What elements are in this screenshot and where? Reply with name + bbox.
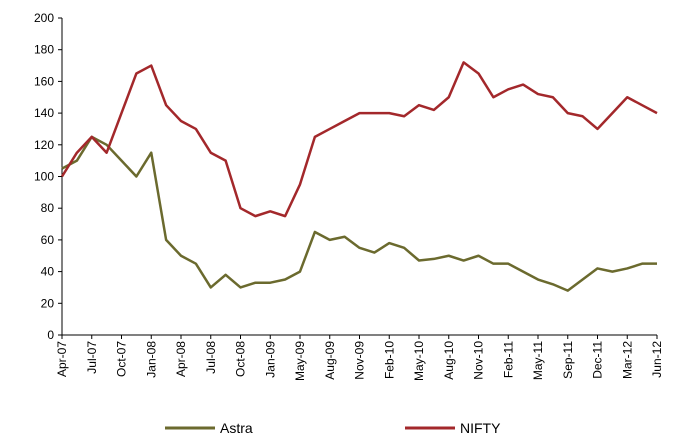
x-tick-label: Feb-11: [501, 341, 515, 378]
legend-label: Astra: [220, 420, 253, 436]
x-tick-label: Jul-07: [85, 341, 99, 374]
x-tick-label: Aug-09: [323, 341, 337, 380]
x-tick-label: Sep-11: [561, 341, 575, 379]
x-tick-label: May-10: [412, 341, 426, 381]
y-tick-label: 80: [41, 201, 55, 215]
x-tick-label: Apr-08: [174, 341, 188, 377]
x-tick-label: Oct-08: [234, 341, 248, 377]
x-tick-label: Nov-09: [353, 341, 367, 380]
x-tick-label: Oct-07: [115, 341, 129, 377]
x-tick-label: Apr-07: [55, 341, 69, 377]
x-tick-label: Jul-08: [204, 341, 218, 374]
y-tick-label: 40: [41, 265, 55, 279]
x-tick-label: Jan-08: [144, 341, 158, 378]
y-tick-label: 120: [34, 138, 54, 152]
series-line: [61, 135, 657, 292]
x-tick-label: Jun-12: [650, 341, 664, 378]
x-tick-label: Jan-09: [263, 341, 277, 378]
x-tick-label: Mar-12: [620, 341, 634, 379]
y-tick-label: 200: [34, 11, 54, 25]
x-tick-label: Nov-10: [472, 341, 486, 380]
y-tick-label: 140: [34, 106, 54, 120]
y-tick-label: 180: [34, 43, 54, 57]
y-tick-label: 60: [41, 233, 55, 247]
y-tick-label: 20: [41, 296, 55, 310]
x-tick-label: Aug-10: [442, 341, 456, 380]
x-tick-label: May-11: [531, 341, 545, 380]
y-tick-label: 0: [47, 328, 54, 342]
series-line: [60, 61, 658, 218]
x-tick-label: May-09: [293, 341, 307, 381]
legend-label: NIFTY: [460, 420, 501, 436]
y-tick-label: 160: [34, 74, 54, 88]
y-tick-label: 100: [34, 170, 54, 184]
x-tick-label: Feb-10: [382, 341, 396, 379]
x-tick-label: Dec-11: [591, 341, 605, 379]
